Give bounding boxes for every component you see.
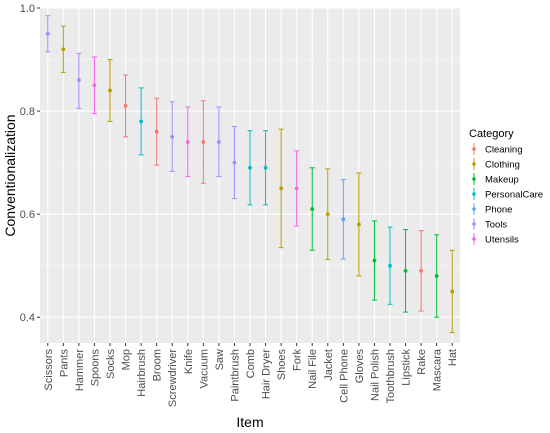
y-tick-label: 0.8 — [20, 106, 35, 118]
x-tick-label: Gloves — [354, 349, 366, 384]
x-tick-label: Hair Dryer — [261, 349, 273, 399]
legend-label: Utensils — [485, 235, 519, 246]
data-point — [61, 47, 66, 52]
legend-label: Tools — [485, 220, 507, 231]
x-tick-label: Hat — [447, 349, 459, 366]
data-point — [356, 222, 361, 227]
x-tick-label: Mascara — [432, 348, 444, 391]
data-point — [232, 160, 237, 165]
legend-key-point — [472, 192, 476, 196]
data-point — [123, 104, 128, 108]
data-point — [372, 258, 377, 263]
legend-key-point — [472, 177, 476, 181]
x-tick-label: Vacuum — [198, 349, 210, 389]
x-tick-label: Mop — [121, 349, 133, 370]
legend-item: Clothing — [472, 158, 520, 171]
x-tick-label: Hammer — [74, 349, 86, 392]
data-point — [45, 31, 50, 36]
legend-key-point — [472, 162, 476, 166]
legend-item: Makeup — [472, 173, 519, 186]
legend-item: Phone — [472, 203, 512, 216]
data-point — [248, 165, 252, 170]
data-point — [170, 134, 175, 139]
x-axis-title: Item — [236, 414, 263, 430]
legend-key-point — [472, 207, 476, 211]
x-tick-label: Spoons — [89, 349, 101, 387]
data-point — [403, 268, 408, 273]
data-point — [76, 78, 81, 83]
data-point — [185, 140, 190, 144]
data-point — [294, 186, 299, 191]
x-tick-label: Scissors — [43, 349, 55, 391]
legend-label: Cleaning — [485, 145, 523, 156]
data-point — [279, 186, 284, 191]
legend-label: Makeup — [485, 175, 519, 186]
data-point — [201, 140, 206, 144]
data-point — [154, 129, 159, 134]
data-point — [450, 289, 455, 294]
y-tick-label: 0.4 — [20, 312, 35, 324]
points — [45, 31, 455, 294]
legend-label: Clothing — [485, 160, 520, 171]
x-tick-label: Screwdriver — [167, 349, 179, 407]
x-tick-label: Lipstick — [401, 349, 413, 386]
x-axis-ticks: Scissors Pants Hammer Spoons Socks Mop Hairbru… — [43, 343, 459, 407]
data-point — [263, 165, 268, 170]
x-tick-label: Cell Phone — [338, 349, 350, 403]
x-tick-label: Nail File — [307, 349, 319, 389]
x-tick-label: Broom — [152, 349, 164, 381]
legend-key-point — [472, 222, 476, 226]
y-axis-ticks: 0.4 0.6 0.8 1.0 — [20, 3, 40, 324]
data-point — [341, 217, 346, 222]
legend: Category Cleaning Clothing Makeup PersonalC… — [469, 128, 543, 246]
legend-key-point — [472, 237, 476, 241]
legend-item: Tools — [472, 218, 507, 231]
data-point — [434, 274, 439, 278]
legend-item: PersonalCare — [472, 188, 543, 201]
data-point — [216, 140, 221, 144]
data-point — [92, 83, 97, 88]
x-tick-label: Shoes — [276, 349, 288, 381]
data-point — [419, 268, 424, 273]
data-point — [310, 207, 315, 211]
x-tick-label: Rake — [416, 349, 428, 375]
legend-title: Category — [469, 128, 514, 140]
legend-label: Phone — [485, 205, 512, 216]
x-tick-label: Saw — [214, 349, 226, 370]
data-point — [325, 212, 330, 217]
legend-key-point — [472, 147, 476, 151]
x-tick-label: Paintbrush — [229, 349, 241, 402]
x-tick-label: Fork — [292, 349, 304, 372]
x-tick-label: Socks — [105, 349, 117, 379]
y-tick-label: 1.0 — [20, 3, 35, 15]
legend-label: PersonalCare — [485, 190, 543, 201]
y-axis-title: Conventionalization — [2, 114, 18, 236]
x-tick-label: Toothbrush — [385, 349, 397, 403]
x-tick-label: Hairbrush — [136, 349, 148, 397]
legend-item: Cleaning — [472, 143, 523, 156]
x-tick-label: Nail Polish — [369, 349, 381, 401]
x-tick-label: Comb — [245, 349, 257, 378]
data-point — [108, 88, 112, 93]
legend-item: Utensils — [472, 233, 519, 246]
y-tick-label: 0.6 — [20, 209, 35, 221]
x-tick-label: Pants — [58, 349, 70, 378]
x-tick-label: Knife — [183, 349, 195, 374]
data-point — [139, 119, 144, 124]
x-tick-label: Jacket — [323, 349, 335, 381]
data-point — [388, 263, 392, 268]
